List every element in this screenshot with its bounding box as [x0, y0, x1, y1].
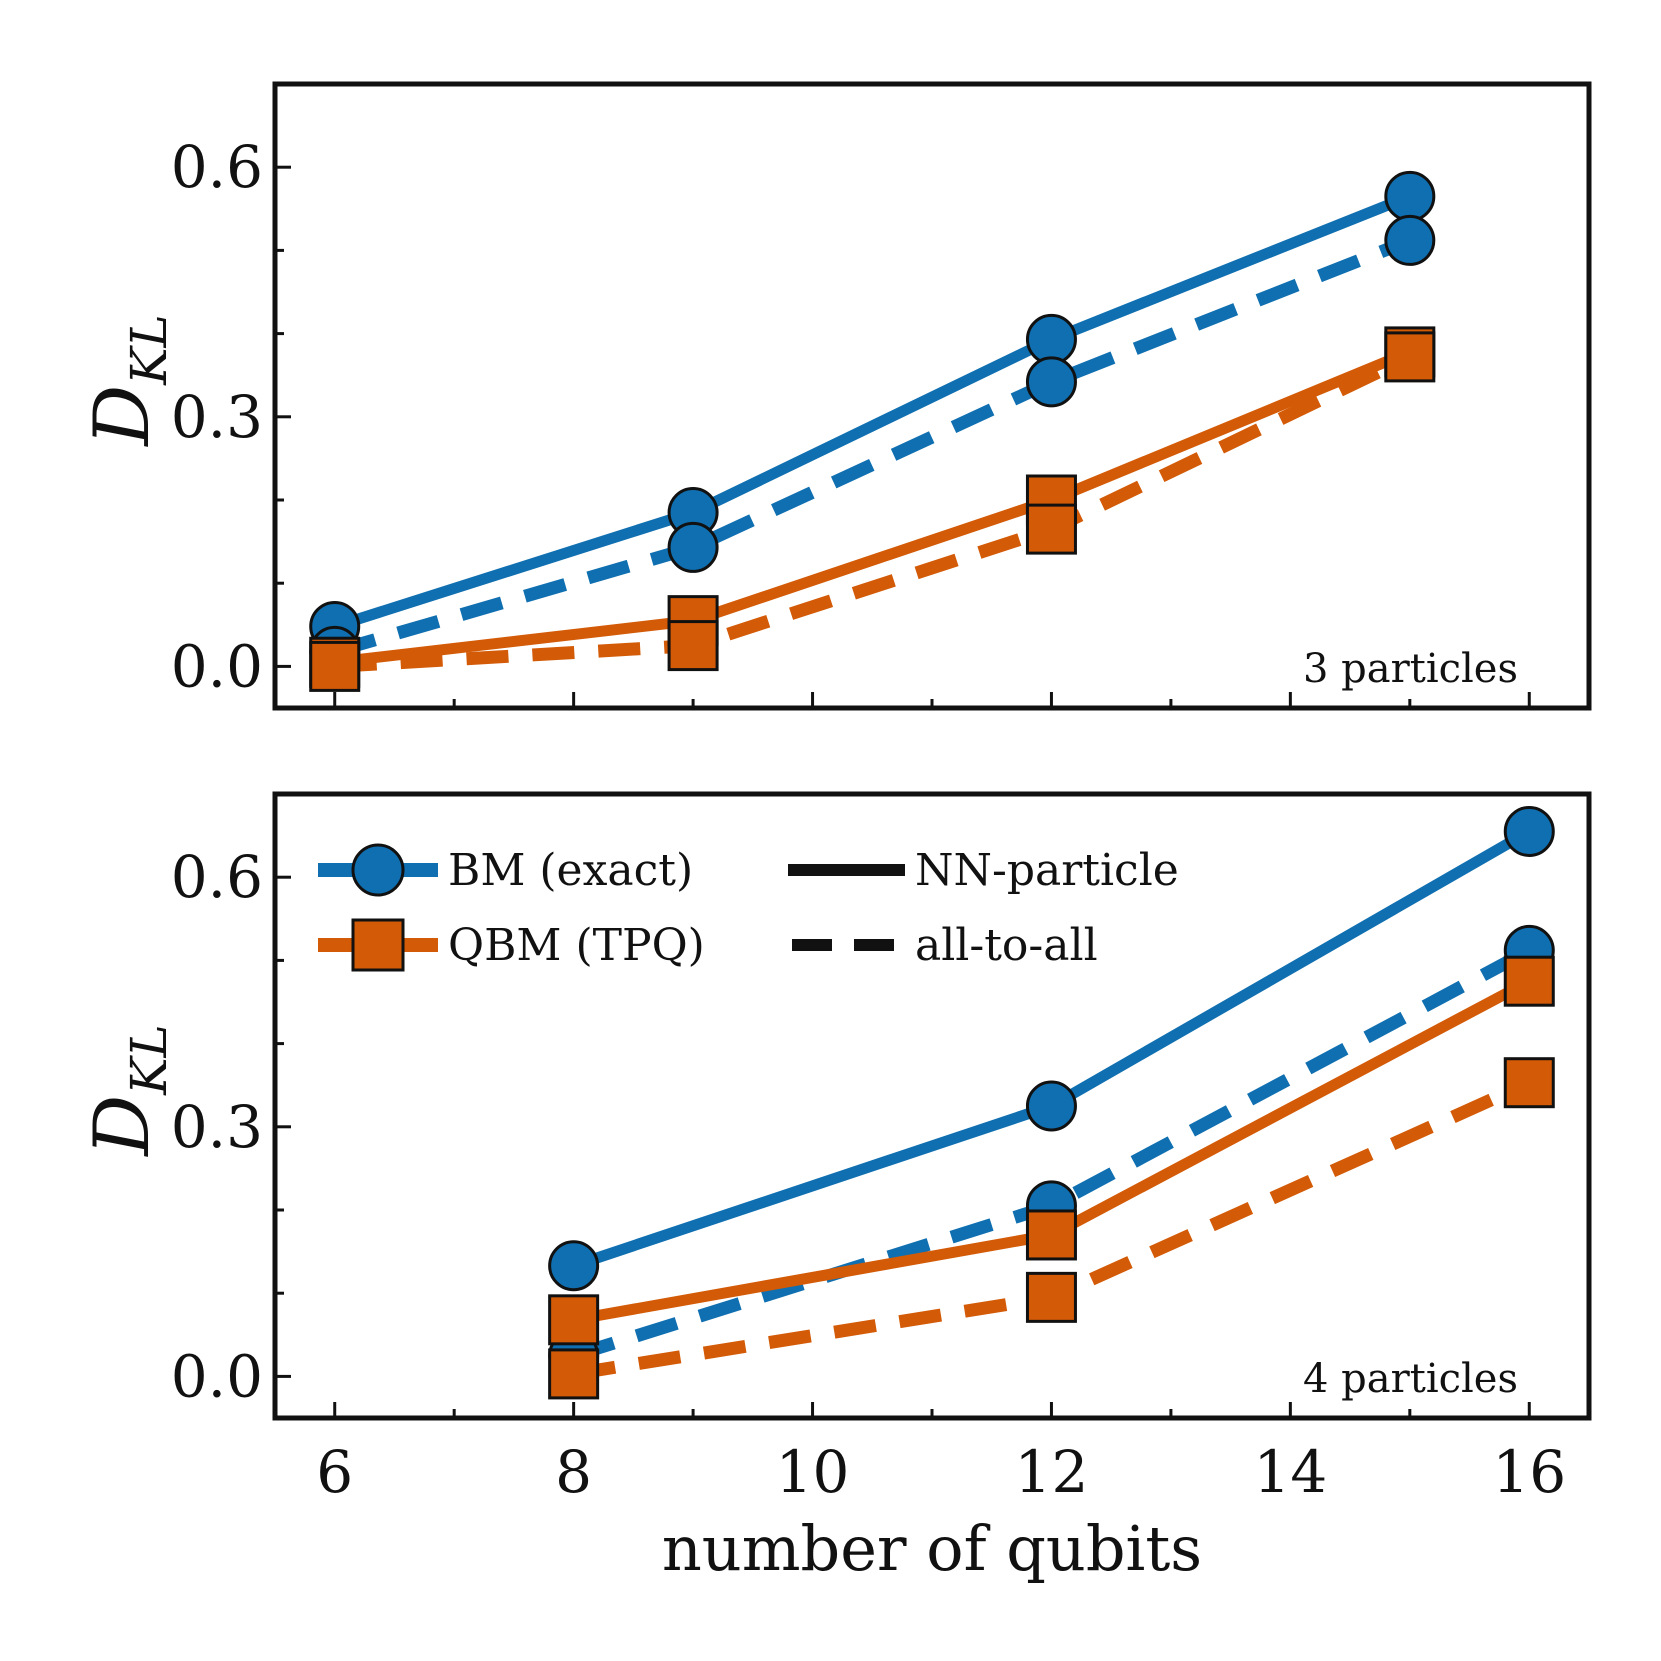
legend-label-bm: BM (exact)	[448, 845, 693, 896]
y-tick-label: 0.3	[171, 1093, 263, 1161]
data-point-bm-solid	[1025, 313, 1077, 365]
particles-annotation: 3 particles	[1303, 646, 1518, 692]
particles-annotation: 4 particles	[1303, 1356, 1518, 1402]
data-point-qbm-solid	[548, 1294, 600, 1346]
data-point-bm-solid	[1503, 805, 1555, 857]
data-point-qbm-dashed	[309, 640, 361, 692]
data-point-qbm-dashed	[1025, 1271, 1077, 1323]
data-point-qbm-dashed	[1025, 503, 1077, 555]
y-tick-label: 0.3	[171, 383, 263, 451]
series-line-bm-solid	[333, 191, 1412, 632]
x-tick-labels: 6 8 10 12 14 16	[316, 1438, 1566, 1506]
data-point-bm-dashed	[667, 521, 719, 573]
data-point-qbm-dashed	[548, 1348, 600, 1400]
x-tick-label: 8	[555, 1438, 592, 1506]
y-axis-label: DKL	[77, 314, 178, 448]
y-tick-label: 0.0	[171, 632, 263, 700]
x-tick-label: 6	[316, 1438, 353, 1506]
panel-3-particles: 0.0 0.3 0.6 DKL 3 particles	[77, 81, 1592, 711]
legend-entry-all: all-to-all	[792, 920, 1098, 971]
x-tick-label: 14	[1253, 1438, 1327, 1506]
series-group	[309, 170, 1436, 692]
data-point-bm-dashed	[1025, 356, 1077, 408]
data-point-qbm-dashed	[667, 620, 719, 672]
y-tick-labels: 0.0 0.3 0.6	[171, 133, 263, 700]
legend-label-qbm: QBM (TPQ)	[448, 920, 705, 971]
data-point-bm-solid	[1384, 170, 1436, 222]
data-point-qbm-solid	[1025, 1209, 1077, 1261]
x-axis-label: number of qubits	[662, 1512, 1202, 1585]
legend: BM (exact) QBM (TPQ) NN-particle all-to-…	[318, 843, 1179, 972]
legend-marker-bm	[351, 843, 405, 897]
data-point-qbm-solid	[1503, 955, 1555, 1007]
legend-entry-bm: BM (exact)	[318, 843, 693, 897]
series-group	[548, 805, 1555, 1400]
series-line-qbm-solid	[334, 346, 1412, 668]
y-tick-labels: 0.0 0.3 0.6	[171, 843, 263, 1410]
data-point-qbm-dashed	[1384, 331, 1436, 383]
data-point-qbm-dashed	[1503, 1057, 1555, 1109]
panel-4-particles: 0.0 0.3 0.6 6 8 10 12 14 16 DKL 4 particles BM …	[77, 791, 1592, 1585]
y-tick-label: 0.6	[171, 843, 263, 911]
legend-label-all: all-to-all	[915, 920, 1098, 971]
y-axis-label: DKL	[77, 1024, 178, 1158]
tick-marks	[275, 165, 1531, 708]
series-line-bm-dashed	[332, 234, 1413, 658]
legend-label-nn: NN-particle	[915, 845, 1179, 896]
y-tick-label: 0.6	[171, 133, 263, 201]
y-tick-label: 0.0	[171, 1342, 263, 1410]
series-line-qbm-dashed	[334, 351, 1413, 673]
x-tick-label: 16	[1492, 1438, 1566, 1506]
legend-marker-qbm	[351, 918, 405, 972]
x-tick-label: 12	[1015, 1438, 1089, 1506]
data-point-bm-solid	[548, 1240, 600, 1292]
legend-entry-qbm: QBM (TPQ)	[318, 918, 705, 972]
legend-entry-nn: NN-particle	[788, 845, 1179, 896]
data-point-bm-solid	[1025, 1080, 1077, 1132]
data-point-bm-dashed	[1384, 214, 1436, 266]
x-tick-label: 10	[776, 1438, 850, 1506]
tick-marks	[275, 875, 1531, 1418]
